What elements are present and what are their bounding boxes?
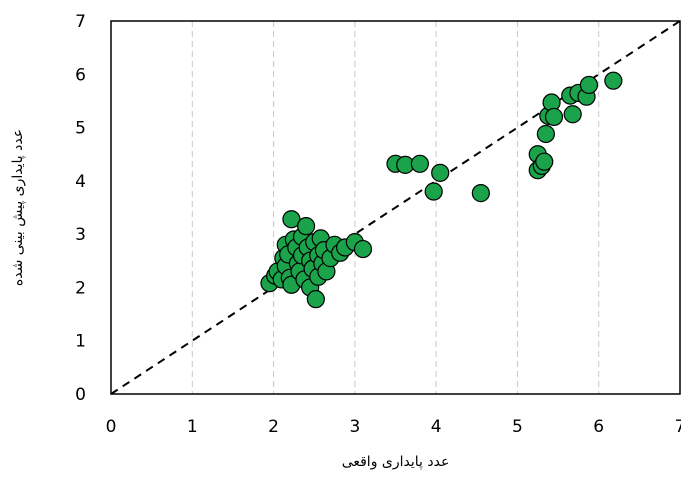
x-tick-label: 7 bbox=[675, 417, 681, 437]
x-tick-label: 2 bbox=[268, 417, 279, 437]
x-tick-label: 0 bbox=[106, 417, 117, 437]
y-tick-label: 5 bbox=[75, 119, 86, 139]
data-point bbox=[471, 184, 490, 203]
data-point bbox=[296, 217, 316, 236]
x-tick-label: 3 bbox=[349, 417, 360, 437]
y-tick-label: 4 bbox=[75, 172, 86, 192]
x-tick-label: 6 bbox=[593, 417, 604, 437]
reference-line-y-equals-x bbox=[110, 20, 681, 395]
y-tick-label: 2 bbox=[75, 278, 86, 298]
grid-lines bbox=[191, 21, 600, 394]
y-tick-label: 1 bbox=[75, 332, 86, 352]
data-point bbox=[306, 290, 325, 309]
data-point bbox=[563, 105, 582, 124]
data-point bbox=[431, 163, 450, 182]
data-point bbox=[579, 75, 599, 95]
data-point bbox=[282, 210, 301, 229]
x-tick-label: 1 bbox=[187, 417, 198, 437]
y-tick-label: 3 bbox=[75, 225, 86, 245]
data-points bbox=[260, 71, 623, 309]
data-point bbox=[353, 239, 373, 259]
y-axis-title: عدد پایداری پیش بینی شده bbox=[10, 129, 26, 286]
y-tick-label: 0 bbox=[75, 385, 86, 405]
x-axis-ticks: 0 1 2 3 4 5 6 7 bbox=[106, 417, 681, 437]
data-point bbox=[536, 124, 555, 144]
data-point bbox=[424, 182, 443, 201]
data-point bbox=[604, 71, 623, 90]
y-tick-label: 6 bbox=[75, 65, 86, 85]
data-point bbox=[410, 154, 429, 173]
y-axis-ticks: 0 1 2 3 4 5 6 7 bbox=[75, 12, 86, 405]
plot-area-frame bbox=[110, 20, 681, 395]
x-tick-label: 5 bbox=[512, 417, 523, 437]
y-tick-label: 7 bbox=[75, 12, 86, 32]
data-point bbox=[544, 107, 564, 127]
data-point bbox=[535, 152, 554, 171]
x-axis-title: عدد پایداری واقعی bbox=[342, 454, 450, 470]
x-tick-label: 4 bbox=[431, 417, 442, 437]
